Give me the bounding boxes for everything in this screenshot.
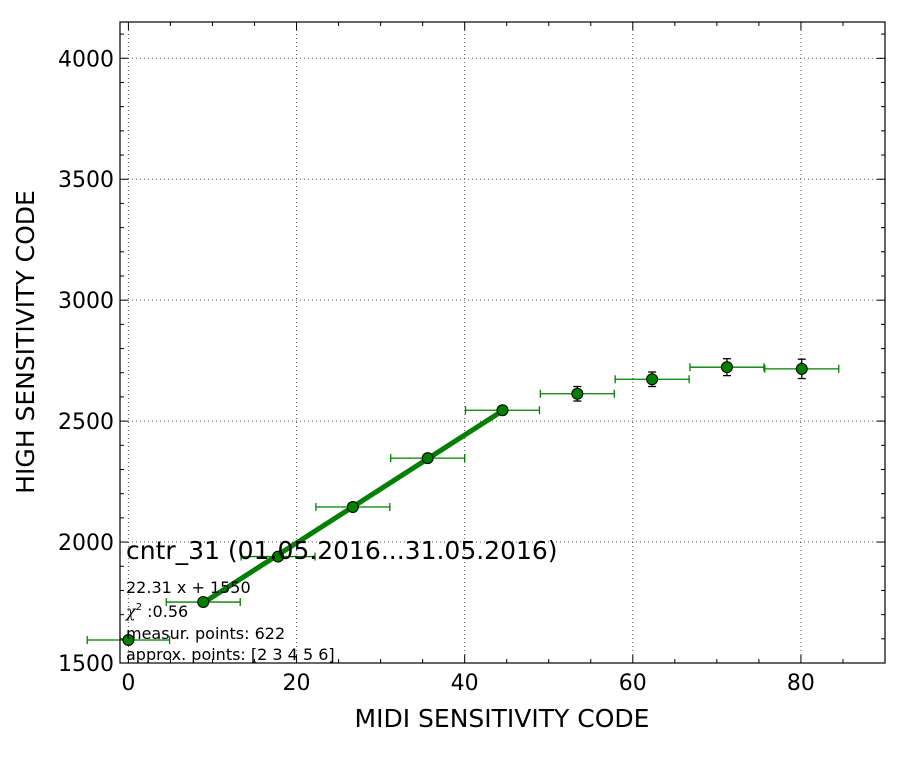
chi2-power: 2: [136, 602, 142, 613]
data-point: [122, 634, 135, 647]
measur-points: measur. points: 622: [126, 624, 285, 643]
data-point: [346, 500, 359, 513]
y-tick-label: 2500: [58, 410, 114, 435]
data-points: [122, 361, 808, 647]
plot-frame: [119, 21, 886, 664]
x-axis-label: MIDI SENSITIVITY CODE: [355, 704, 650, 733]
y-tick-label: 3500: [58, 168, 114, 193]
data-point: [496, 404, 509, 417]
y-tick-label: 2000: [58, 531, 114, 556]
y-tick-label: 4000: [58, 47, 114, 72]
chi2-symbol: χ: [125, 602, 137, 621]
data-point: [795, 362, 808, 375]
minor-ticks: [120, 22, 886, 663]
chi2-value: :0.56: [142, 602, 188, 621]
data-point: [421, 452, 434, 465]
data-point: [720, 361, 733, 374]
grid: [120, 22, 885, 664]
data-point: [272, 550, 285, 563]
chart-title: cntr_31 (01.05.2016...31.05.2016): [126, 536, 558, 565]
data-point: [197, 596, 210, 609]
x-tick-labels: 0 20 40 60 80: [121, 671, 815, 696]
y-tick-label: 1500: [58, 652, 114, 677]
x-tick-label: 20: [283, 671, 311, 696]
x-tick-label: 0: [121, 671, 135, 696]
approx-points: approx. points: [2 3 4 5 6]: [126, 645, 335, 664]
y-tick-labels: 1500 2000 2500 3000 3500 4000: [58, 47, 114, 677]
y-axis-label: HIGH SENSITIVITY CODE: [11, 190, 40, 494]
fit-equation: 22.31 x + 1550: [126, 578, 251, 597]
x-tick-label: 60: [619, 671, 647, 696]
chi2-text: χ2 :0.56: [125, 602, 188, 621]
x-tick-label: 40: [451, 671, 479, 696]
data-point: [646, 373, 659, 386]
plot-background: [120, 22, 885, 663]
data-point: [571, 387, 584, 400]
x-tick-label: 80: [787, 671, 815, 696]
y-tick-label: 3000: [58, 289, 114, 314]
